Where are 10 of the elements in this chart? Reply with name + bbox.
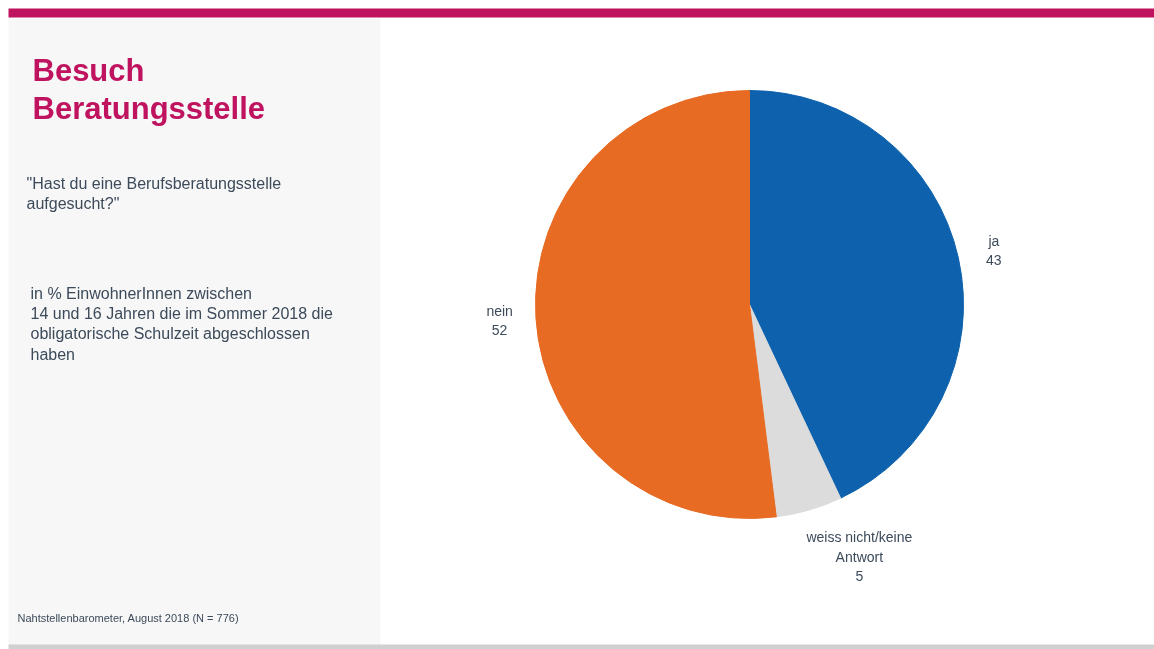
slice-label: weiss nicht/keine Antwort [805, 529, 913, 565]
text: Nahtstellenbarometer, August 2018 (N = 776) [17, 611, 239, 624]
text: in % EinwohnerInnen zwischen 14 und 16 Jahren die im Sommer 2018 die obligatorische Schulzeit abgeschlossen haben [30, 284, 334, 363]
slice-label: ja [987, 232, 1000, 249]
slice-label: nein [486, 303, 513, 320]
text: Besuch Beratungsstelle [32, 52, 266, 126]
data-label: 52 [491, 322, 508, 339]
text: "Hast du eine Berufsberatungsstelle aufgesucht?" [26, 174, 282, 212]
data-label: 43 [986, 252, 1002, 269]
data-label: 5 [855, 567, 864, 584]
